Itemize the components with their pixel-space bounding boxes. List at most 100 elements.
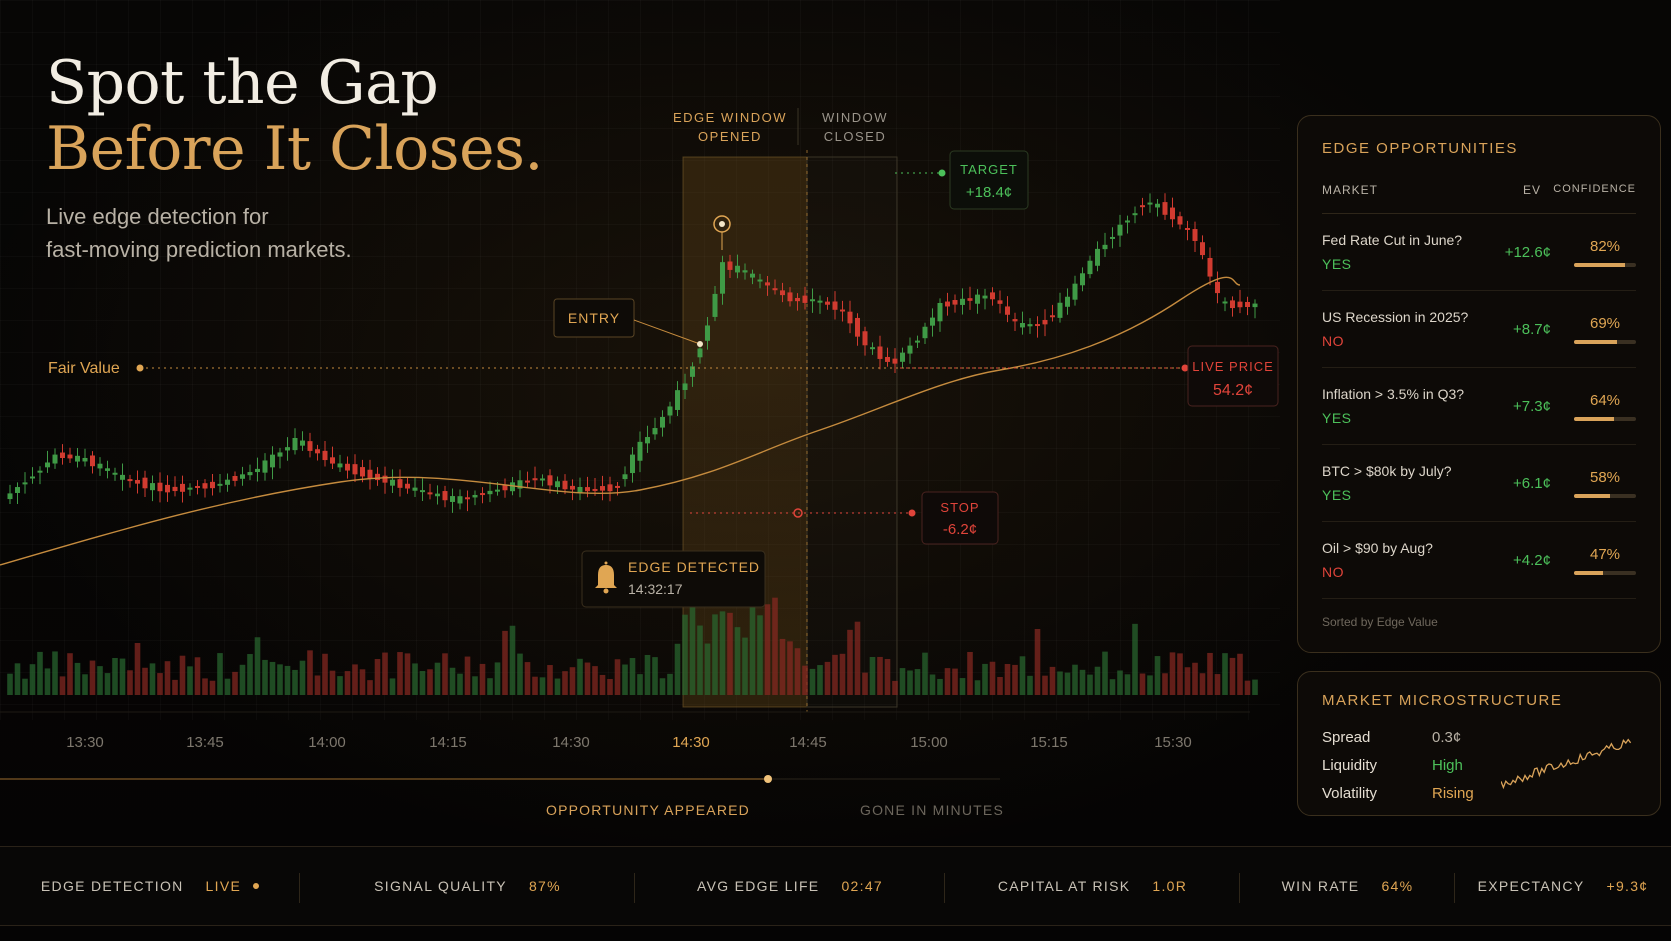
candle-body	[1192, 229, 1198, 241]
candle-body	[1027, 324, 1033, 327]
volume-bar	[629, 658, 636, 695]
volume-bar	[1079, 669, 1086, 695]
candle-body	[90, 455, 95, 467]
candle-body	[1057, 302, 1063, 318]
edge-panel-title: EDGE OPPORTUNITIES	[1322, 140, 1518, 157]
candle-body	[1080, 273, 1085, 286]
candle-body	[1155, 203, 1160, 208]
candle-body	[772, 288, 778, 291]
volume-bar	[142, 667, 148, 695]
status-separator	[1239, 873, 1240, 903]
hero-subtitle: Live edge detection for fast-moving pred…	[46, 200, 543, 266]
candle-body	[735, 265, 740, 273]
volume-bar	[329, 670, 336, 695]
timeline-marker[interactable]	[764, 775, 772, 783]
micro-key: Spread	[1322, 728, 1371, 746]
confidence-bar	[1574, 262, 1636, 267]
volume-bar	[1139, 673, 1146, 695]
stop-dot	[908, 509, 916, 517]
candle-body	[517, 480, 523, 489]
candle-body	[727, 261, 733, 270]
volume-bar	[149, 663, 156, 695]
candle-body	[112, 472, 118, 475]
edge-row-confidence: 47%	[1551, 546, 1636, 575]
edge-row-side: NO	[1322, 564, 1344, 580]
time-tick-label: 14:00	[308, 734, 346, 751]
candle-body	[120, 474, 125, 480]
volume-bar	[1237, 653, 1243, 695]
volume-bar	[404, 653, 411, 695]
volume-bar	[682, 614, 688, 695]
volume-bars	[7, 587, 1258, 695]
volume-bar	[539, 677, 546, 695]
volume-bar	[29, 664, 36, 695]
edge-row[interactable]: Oil > $90 by Aug? NO +4.2¢ 47%	[1322, 522, 1636, 599]
volume-bar	[614, 659, 621, 695]
volume-bar	[479, 663, 486, 695]
volume-bar	[419, 670, 426, 695]
status-bar: EDGE DETECTION LIVE SIGNAL QUALITY 87% AVG E…	[0, 846, 1671, 926]
time-tick-label: 14:30	[552, 734, 590, 751]
volume-bar	[599, 674, 606, 695]
confidence-bar-fill	[1574, 570, 1604, 575]
live-dot-icon	[253, 883, 260, 889]
edge-row[interactable]: US Recession in 2025? NO +8.7¢ 69%	[1322, 291, 1636, 368]
volume-bar	[164, 661, 171, 695]
entry-box	[553, 298, 635, 338]
edge-row-confidence: 58%	[1551, 469, 1636, 498]
volume-bar	[562, 671, 568, 695]
target-value: +18.4¢	[966, 184, 1012, 201]
candle-body	[630, 454, 635, 474]
volume-bar	[112, 658, 118, 695]
candle-body	[750, 273, 755, 278]
volume-bar	[1229, 657, 1236, 695]
volume-bar	[352, 664, 358, 695]
peak-marker-dot	[719, 221, 725, 227]
candle-body	[442, 491, 448, 501]
candle-body	[495, 489, 500, 492]
candle-body	[982, 295, 988, 299]
candle-body	[930, 317, 935, 326]
candle-body	[397, 479, 403, 488]
candle-body	[37, 470, 43, 473]
candle-body	[862, 331, 868, 346]
candle-body	[1072, 283, 1078, 300]
candle-body	[570, 485, 575, 490]
volume-bar	[1012, 664, 1018, 695]
volume-bar	[944, 668, 951, 695]
volume-bar	[674, 643, 681, 695]
edge-row-ev: +6.1¢	[1513, 474, 1551, 492]
candle-body	[592, 488, 598, 491]
volume-bar	[239, 664, 246, 695]
edge-row[interactable]: Inflation > 3.5% in Q3? YES +7.3¢ 64%	[1322, 368, 1636, 445]
stop-box	[921, 491, 999, 545]
entry-label: ENTRY	[568, 310, 620, 326]
candle-body	[337, 463, 343, 468]
volume-bar	[1019, 656, 1026, 695]
volume-bar	[464, 656, 471, 695]
candle-body	[817, 300, 823, 303]
candle-body	[825, 301, 830, 305]
edge-row[interactable]: Fed Rate Cut in June? YES +12.6¢ 82%	[1322, 214, 1636, 291]
status-separator	[1454, 873, 1455, 903]
candle-body	[367, 469, 373, 479]
volume-bar	[119, 658, 126, 695]
volume-bar	[89, 660, 96, 695]
candle-body	[375, 473, 380, 481]
candle-body	[622, 474, 628, 480]
volume-bar	[434, 662, 441, 695]
edge-row-ev: +12.6¢	[1504, 243, 1551, 261]
volume-bar	[449, 667, 456, 695]
edge-row[interactable]: BTC > $80k by July? YES +6.1¢ 58%	[1322, 445, 1636, 522]
candle-body	[682, 383, 688, 390]
volume-bar	[622, 664, 628, 695]
candle-body	[847, 311, 853, 324]
volume-bar	[997, 676, 1003, 695]
edge-row-ev: +8.7¢	[1513, 320, 1551, 338]
status-item: CAPITAL AT RISK 1.0R	[945, 847, 1240, 925]
volume-bar	[1169, 652, 1176, 695]
edge-panel-footer: Sorted by Edge Value	[1322, 615, 1438, 629]
volume-bar	[524, 662, 531, 695]
candle-body	[795, 297, 800, 302]
candle-body	[720, 262, 725, 294]
